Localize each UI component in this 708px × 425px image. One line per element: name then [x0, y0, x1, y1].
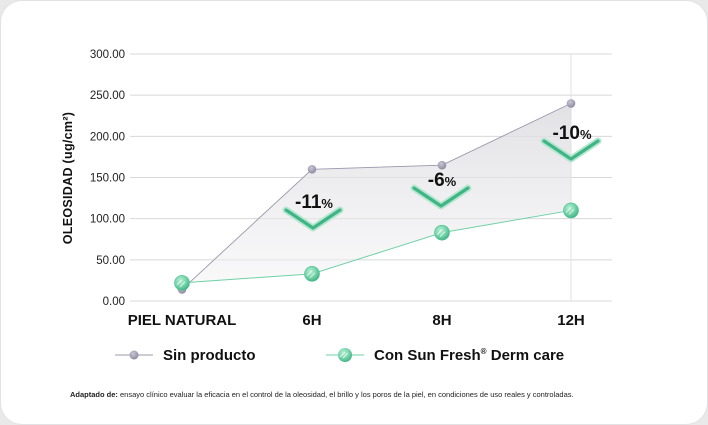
- y-axis-label: OLEOSIDAD (ug/cm²): [61, 112, 75, 244]
- difference-band: [182, 103, 571, 290]
- legend-product-text: Derm care: [486, 346, 565, 364]
- reduction-label: -6%: [428, 170, 457, 191]
- annotation-8h: -6%: [410, 170, 472, 210]
- annotation-12h: -10%: [540, 123, 602, 163]
- difference-band-area: [182, 103, 571, 290]
- chevron-icon: [284, 208, 342, 230]
- x-tick-label: PIEL NATURAL: [128, 312, 237, 329]
- series-line-2: [181, 209, 572, 284]
- point-highlight: [306, 270, 316, 279]
- series-lines: [181, 102, 572, 290]
- y-tick-label: 0.00: [103, 296, 125, 308]
- point-highlight: [565, 207, 575, 215]
- y-tick-label: 50.00: [96, 255, 125, 267]
- y-tick-label: 150.00: [90, 173, 125, 185]
- reduction-annotations: -11% -6% -10%: [282, 123, 602, 232]
- point-sin-producto-4: [566, 99, 576, 108]
- legend: Sin producto Con Sun Fresh® Derm care: [0, 344, 708, 366]
- footnote-text: ensayo clínico evaluar la eficacia en el…: [117, 390, 574, 399]
- series-line-1: [181, 102, 572, 290]
- footnote-source-label: Adaptado de:: [70, 390, 118, 399]
- point-sin-producto-3: [437, 160, 447, 170]
- legend-item-sun-fresh: Con Sun Fresh® Derm care: [326, 344, 564, 366]
- y-tick-label: 100.00: [90, 214, 125, 226]
- footnote: Adaptado de: ensayo clínico evaluar la e…: [70, 390, 690, 399]
- grid-lines: [130, 53, 612, 302]
- point-sun-fresh-1: [174, 275, 190, 291]
- y-tick-label: 200.00: [90, 131, 125, 143]
- legend-item-sin-producto: Sin producto: [115, 344, 256, 366]
- series-points: [174, 99, 579, 294]
- y-tick-label: 250.00: [90, 90, 125, 102]
- reduction-label: -10%: [552, 123, 591, 144]
- y-tick-label: 300.00: [90, 49, 125, 61]
- chevron-icon: [542, 139, 600, 161]
- point-sin-producto-2: [307, 164, 317, 174]
- x-tick-label: 8H: [432, 312, 451, 329]
- point-sun-fresh-3: [434, 224, 450, 241]
- annotation-6h: -11%: [282, 192, 344, 232]
- point-highlight: [436, 229, 446, 238]
- point-sun-fresh-2: [304, 266, 320, 282]
- legend-marker-green: [326, 348, 364, 362]
- chevron-icon: [412, 186, 470, 208]
- x-tick-label: 6H: [302, 312, 321, 329]
- legend-label-sun-fresh: Con Sun Fresh® Derm care: [374, 347, 564, 364]
- point-highlight: [176, 279, 186, 288]
- registered-mark: ®: [480, 346, 487, 356]
- legend-marker-gray: [115, 350, 153, 360]
- x-axis-ticks: PIEL NATURAL 6H 8H 12H: [128, 312, 585, 329]
- legend-label-sin-producto: Sin producto: [163, 346, 256, 364]
- legend-brand-text: Con Sun Fresh: [374, 346, 481, 364]
- y-axis-ticks: 0.00 50.00 100.00 150.00 200.00 250.00 300.00: [90, 49, 125, 308]
- reduction-label: -11%: [295, 192, 333, 213]
- x-tick-label: 12H: [557, 312, 585, 329]
- point-sun-fresh-4: [563, 202, 579, 219]
